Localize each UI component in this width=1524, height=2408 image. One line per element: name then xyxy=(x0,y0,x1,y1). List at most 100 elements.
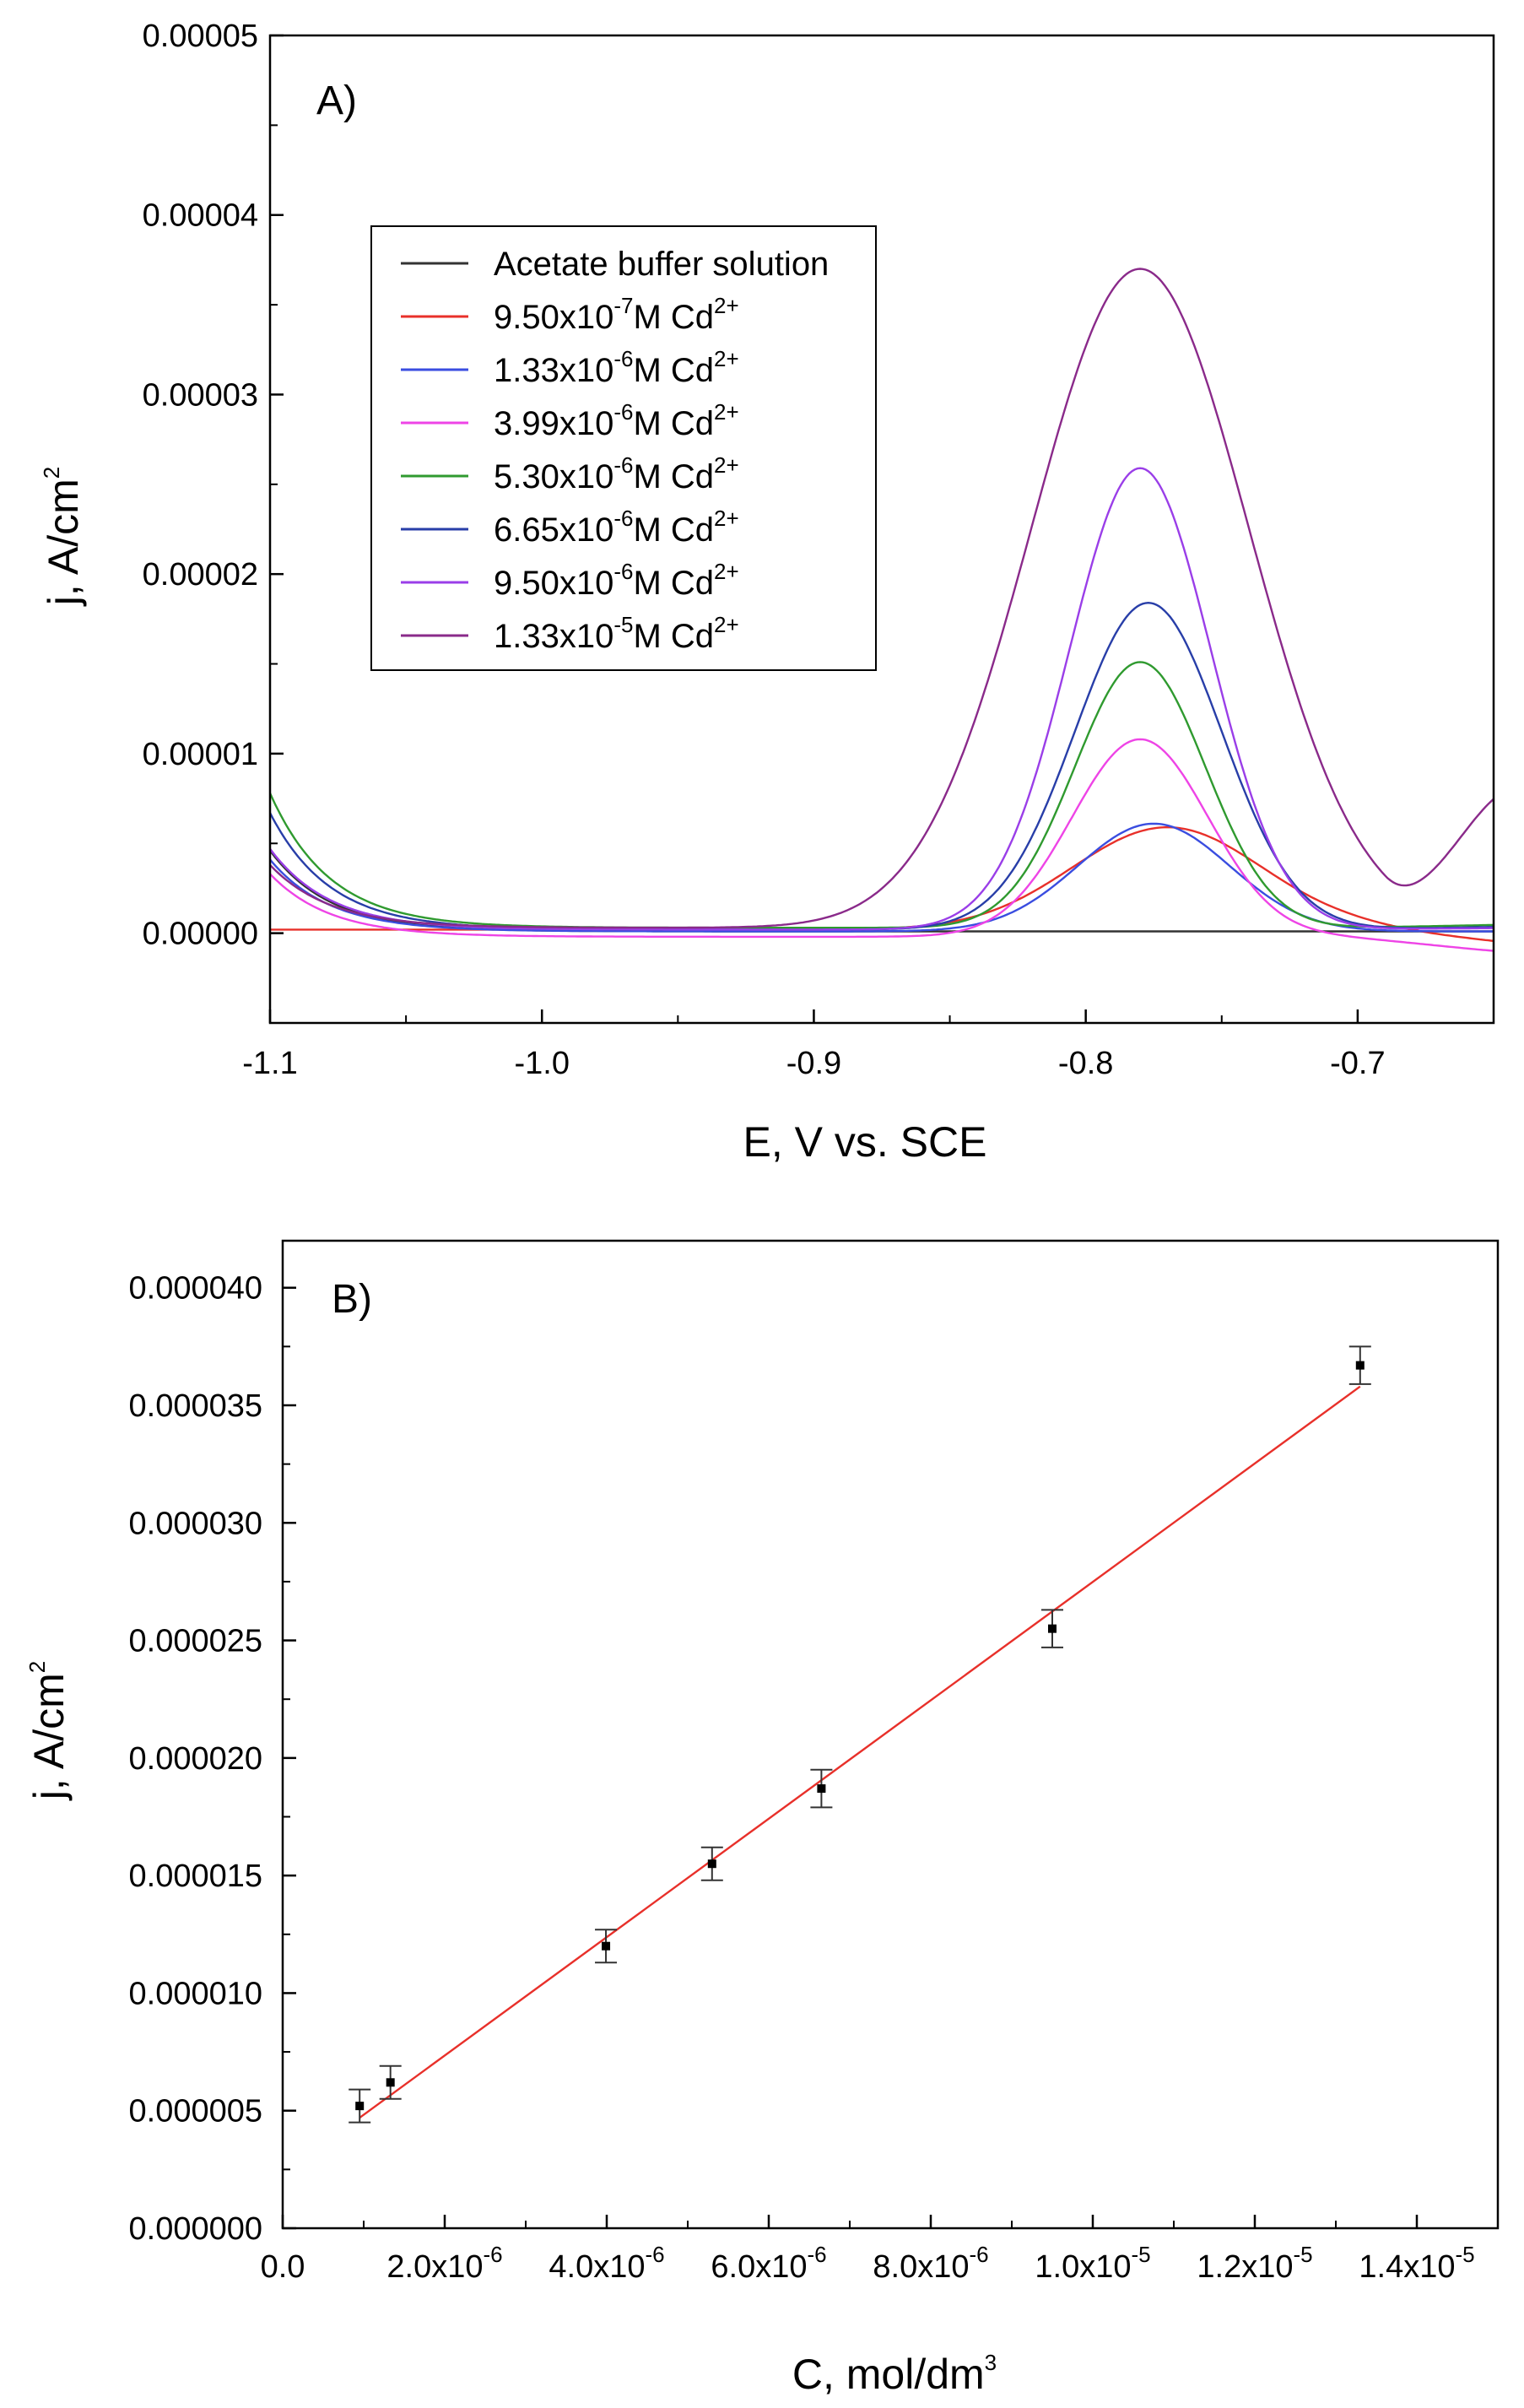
panel-a-legend-label-unit: M Cd xyxy=(633,511,714,549)
panel-a-y-tick-label: 0.00000 xyxy=(143,917,258,952)
panel-b-x-tick-label-base: 1.4x10 xyxy=(1359,2249,1455,2285)
panel-a-legend-label-exp: -5 xyxy=(613,612,633,637)
panel-a-legend-label: 9.50x10-7M Cd2+ xyxy=(494,293,739,336)
panel-b-data-point xyxy=(1041,1609,1063,1648)
panel-a-legend-label-main: 1.33x10 xyxy=(494,352,613,389)
panel-b-x-tick-label-exp: -6 xyxy=(645,2242,664,2267)
panel-a-legend-label-main: 9.50x10 xyxy=(494,299,613,336)
panel-b-x-tick-label: 8.0x10-6 xyxy=(873,2242,988,2285)
panel-b-data-point xyxy=(349,2088,371,2124)
panel-a-y-axis-label: j, A/cm xyxy=(40,479,87,607)
panel-a-legend-label: 9.50x10-6M Cd2+ xyxy=(494,559,739,602)
panel-b-marker xyxy=(707,1859,716,1869)
panel-b-x-tick-label-base: 1.2x10 xyxy=(1197,2249,1293,2285)
panel-b-y-tick-label: 0.000015 xyxy=(129,1859,263,1894)
panel-b-label: B) xyxy=(332,1277,372,1322)
panel-a-legend-label-main: 3.99x10 xyxy=(494,405,613,442)
panel-a-legend-label-exp: -6 xyxy=(613,346,633,371)
panel-b-data-point xyxy=(379,2064,402,2100)
panel-a-series-line xyxy=(270,467,1494,931)
panel-a-legend-label-ion: 2+ xyxy=(714,399,739,425)
panel-b-marker xyxy=(386,2078,395,2087)
panel-a-legend-label-ion: 2+ xyxy=(714,452,739,478)
panel-b-x-tick-label: 4.0x10-6 xyxy=(549,2242,664,2285)
panel-b-marker xyxy=(602,1941,611,1951)
panel-b-x-tick-label: 1.0x10-5 xyxy=(1035,2242,1150,2285)
panel-a-legend-label-ion: 2+ xyxy=(714,612,739,637)
panel-a-legend-label-exp: -7 xyxy=(613,293,633,318)
panel-b-x-axis-label-sup: 3 xyxy=(985,2350,997,2375)
panel-b-y-tick-label: 0.000035 xyxy=(129,1388,263,1424)
svg-text:j, A/cm2: j, A/cm2 xyxy=(39,467,87,608)
panel-b-data-point xyxy=(595,1929,618,1964)
panel-b-x-axis-label: C, mol/dm xyxy=(792,2351,985,2398)
panel-a-legend-label-ion: 2+ xyxy=(714,346,739,371)
panel-b-data-point xyxy=(700,1846,723,1881)
panel-b-x-tick-label-exp: -6 xyxy=(483,2242,502,2267)
panel-b-y-tick-label: 0.000010 xyxy=(129,1976,263,2011)
panel-a-legend-label: 6.65x10-6M Cd2+ xyxy=(494,506,739,549)
panel-b-y-tick-label: 0.000040 xyxy=(129,1271,263,1307)
panel-a-x-axis-label: E, V vs. SCE xyxy=(743,1118,987,1166)
panel-b-marker xyxy=(817,1784,826,1794)
panel-a-legend-label-unit: M Cd xyxy=(633,458,714,495)
panel-a-y-tick-label: 0.00002 xyxy=(143,557,258,593)
panel-b-points xyxy=(349,1345,1371,2124)
panel-a-legend-label-main: 9.50x10 xyxy=(494,565,613,602)
panel-a-label: A) xyxy=(316,78,357,123)
panel-a-series-line xyxy=(270,661,1494,929)
panel-b-x-tick-label: 0.0 xyxy=(261,2249,305,2285)
panel-a-series-line xyxy=(270,822,1494,933)
panel-a-legend-label-unit: M Cd xyxy=(633,565,714,602)
panel-a-legend-label-unit: M Cd xyxy=(633,299,714,336)
panel-b-data-point xyxy=(1348,1345,1371,1385)
panel-b-y-tick-label: 0.000030 xyxy=(129,1506,263,1541)
panel-b-marker xyxy=(355,2102,365,2111)
panel-b-y-tick-label: 0.000025 xyxy=(129,1624,263,1659)
panel-a-chart: 0.00000 0.00001 0.00002 0.00003 0.00004 0.000… xyxy=(39,19,1495,1166)
panel-b-y-tick-label: 0.000020 xyxy=(129,1741,263,1777)
panel-a-legend-label-unit: M Cd xyxy=(633,352,714,389)
panel-a-legend-label: 1.33x10-5M Cd2+ xyxy=(494,612,739,655)
panel-a-legend-label-main: 6.65x10 xyxy=(494,511,613,549)
panel-a-y-tick-label: 0.00003 xyxy=(143,377,258,413)
panel-b-x-tick-label-base: 8.0x10 xyxy=(873,2249,969,2285)
panel-b-y-tick-label: 0.000005 xyxy=(129,2094,263,2129)
panel-a-legend-box xyxy=(370,225,877,671)
panel-b-x-tick-label-exp: -6 xyxy=(969,2242,988,2267)
svg-text:j, A/cm2: j, A/cm2 xyxy=(24,1661,73,1802)
panel-b-y-axis-label-group: j, A/cm2 xyxy=(24,1661,73,1802)
panel-b-x-tick-label-exp: -5 xyxy=(1455,2242,1474,2267)
svg-text:C, mol/dm3: C, mol/dm3 xyxy=(792,2350,997,2398)
panel-b-x-tick-label-exp: -5 xyxy=(1131,2242,1150,2267)
panel-b-chart: 0.000000 0.000005 0.000010 0.000015 0.000020… xyxy=(24,1239,1500,2398)
panel-a-legend-label-main: Acetate buffer solution xyxy=(494,246,829,283)
panel-b-x-tick-label-exp: -6 xyxy=(807,2242,826,2267)
panel-a-legend-label-ion: 2+ xyxy=(714,506,739,531)
panel-a-y-tick-label: 0.00005 xyxy=(143,19,258,54)
panel-b-y-axis-label-sup: 2 xyxy=(24,1661,50,1673)
panel-a-legend-label-exp: -6 xyxy=(613,399,633,425)
panel-a-y-axis-label-group: j, A/cm2 xyxy=(39,467,87,608)
panel-a-legend-label: 1.33x10-6M Cd2+ xyxy=(494,346,739,389)
panel-a-legend-label-exp: -6 xyxy=(613,559,633,584)
panel-a-x-tick-label: -0.8 xyxy=(1058,1046,1113,1081)
panel-a-series-line xyxy=(270,738,1494,952)
panel-b-x-tick-label-base: 6.0x10 xyxy=(711,2249,807,2285)
panel-a-legend-label-main: 5.30x10 xyxy=(494,458,613,495)
panel-b-x-tick-label-base: 2.0x10 xyxy=(386,2249,483,2285)
panel-b-plot-frame xyxy=(281,1239,1500,2230)
panel-a-legend-label: 5.30x10-6M Cd2+ xyxy=(494,452,739,495)
panel-b-y-axis-label: j, A/cm xyxy=(25,1673,73,1801)
panel-b-marker xyxy=(1048,1624,1057,1633)
panel-a-legend-label-exp: -6 xyxy=(613,452,633,478)
panel-b-data-point xyxy=(810,1768,833,1809)
panel-a-x-tick-label: -1.1 xyxy=(242,1046,297,1081)
panel-b-x-tick-label: 1.2x10-5 xyxy=(1197,2242,1312,2285)
panel-a-plot-frame xyxy=(268,34,1495,1025)
panel-a-curves xyxy=(270,268,1494,952)
panel-a-legend-label: Acetate buffer solution xyxy=(494,246,829,283)
panel-b-x-tick-label-base: 0.0 xyxy=(261,2249,305,2285)
panel-a-x-tick-label: -0.9 xyxy=(786,1046,841,1081)
